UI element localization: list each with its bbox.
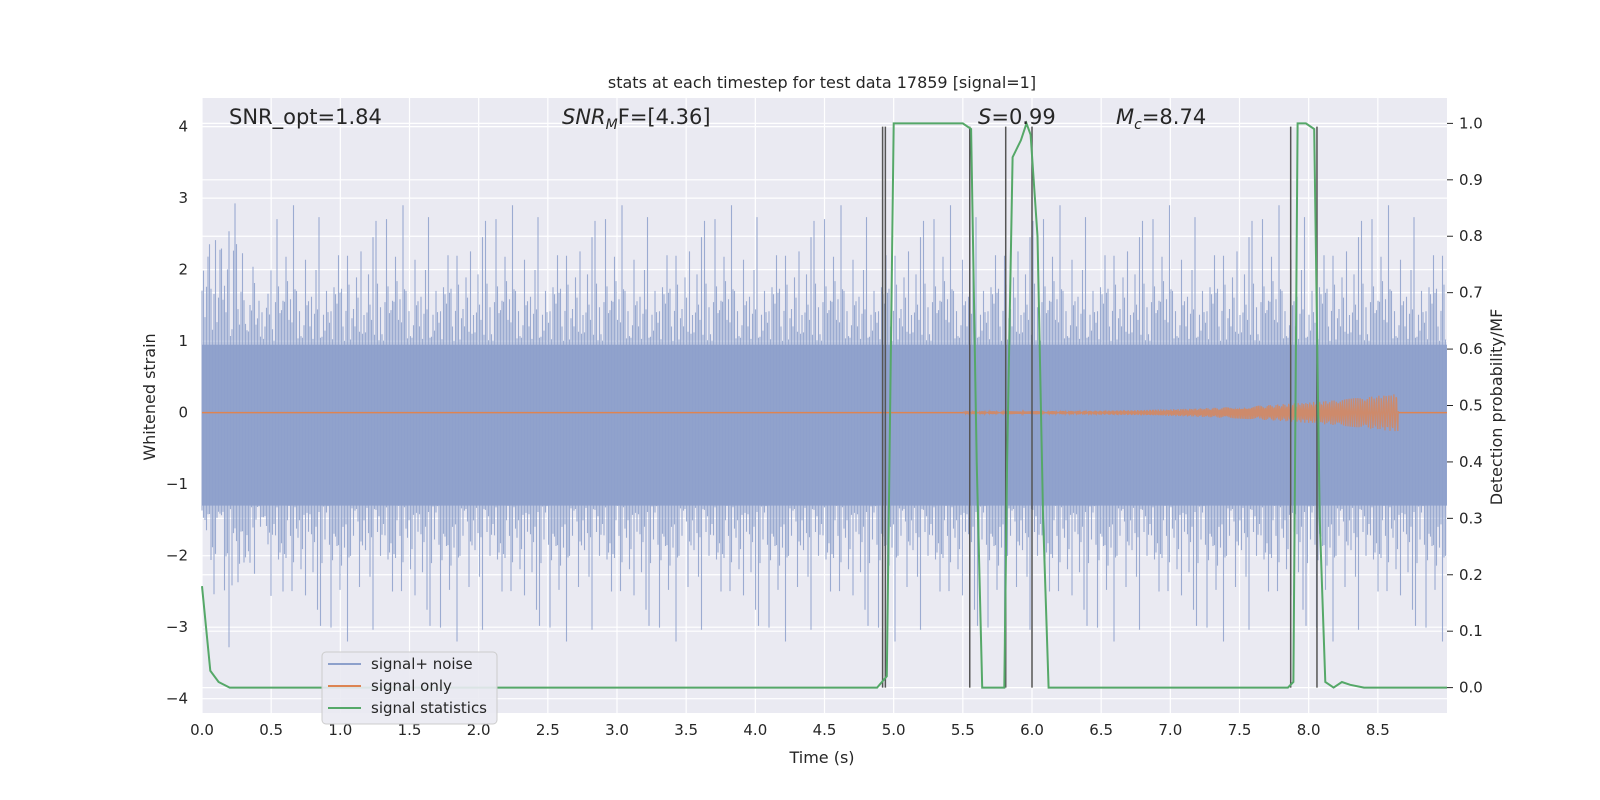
y-right-tick-label: 0.1	[1459, 622, 1483, 640]
x-tick-label: 6.5	[1089, 721, 1113, 739]
y-left-tick-label: 4	[178, 118, 188, 136]
y-right-tick-label: 0.0	[1459, 679, 1483, 697]
y-left-axis-ticks: 4 3 2 1 0 −1 −2 −3 −4	[166, 118, 188, 708]
x-tick-label: 8.0	[1297, 721, 1321, 739]
y-left-tick-label: −2	[166, 547, 188, 565]
series-signal-only	[202, 394, 1447, 432]
legend-label-noise: signal+ noise	[371, 655, 473, 673]
x-tick-label: 2.5	[536, 721, 560, 739]
y-right-axis-ticks: 1.0 0.9 0.8 0.7 0.6 0.5 0.4 0.3 0.2 0.1 0.0	[1447, 114, 1483, 697]
legend-box	[321, 651, 498, 725]
x-tick-label: 3.0	[605, 721, 629, 739]
y-left-tick-label: 3	[178, 189, 188, 207]
x-tick-label: 0.0	[190, 721, 214, 739]
chart-title: stats at each timestep for test data 178…	[608, 73, 1036, 92]
x-tick-label: 4.5	[813, 721, 837, 739]
x-tick-label: 2.0	[467, 721, 491, 739]
x-tick-label: 5.5	[951, 721, 975, 739]
y-right-tick-label: 0.8	[1459, 227, 1483, 245]
x-tick-label: 8.5	[1366, 721, 1390, 739]
y-right-tick-label: 0.5	[1459, 397, 1483, 415]
annotation-mc: Mc=8.74	[1116, 105, 1206, 133]
y-right-tick-label: 0.2	[1459, 566, 1483, 584]
y-left-axis-label: Whitened strain	[140, 333, 159, 460]
x-tick-label: 7.5	[1228, 721, 1252, 739]
annotation-snr-mf: SNRMF=[4.36]	[562, 105, 711, 133]
signal-chirp	[962, 394, 1399, 432]
y-right-tick-label: 0.7	[1459, 284, 1483, 302]
annotation-snr-opt: SNR_opt=1.84	[229, 105, 382, 130]
x-tick-label: 0.5	[259, 721, 283, 739]
x-axis-ticks: 0.0 0.5 1.0 1.5 2.0 2.5 3.0 3.5 4.0 4.5 5.0 5.5 6.0 6…	[190, 721, 1390, 739]
x-tick-label: 7.0	[1158, 721, 1182, 739]
legend: signal+ noise signal only signal statist…	[321, 651, 498, 725]
x-tick-label: 4.0	[743, 721, 767, 739]
y-right-tick-label: 0.4	[1459, 453, 1483, 471]
y-right-axis-label: Detection probability/MF	[1487, 309, 1506, 506]
y-left-tick-label: −4	[166, 690, 188, 708]
y-right-tick-label: 0.6	[1459, 340, 1483, 358]
stats-line	[201, 120, 1447, 689]
y-right-tick-label: 1.0	[1459, 114, 1483, 132]
y-right-tick-label: 0.9	[1459, 171, 1483, 189]
y-left-tick-label: 1	[178, 332, 188, 350]
x-axis-label: Time (s)	[788, 748, 854, 767]
legend-label-stats: signal statistics	[371, 699, 487, 717]
x-tick-label: 3.5	[674, 721, 698, 739]
x-tick-label: 1.0	[328, 721, 352, 739]
series-signal-noise	[201, 203, 1447, 648]
y-right-tick-label: 0.3	[1459, 509, 1483, 527]
x-tick-label: 6.0	[1020, 721, 1044, 739]
y-left-tick-label: −3	[166, 618, 188, 636]
x-tick-label: 1.5	[398, 721, 422, 739]
x-tick-label: 5.0	[882, 721, 906, 739]
series-signal-statistics	[201, 120, 1447, 689]
y-left-tick-label: 2	[178, 261, 188, 279]
legend-label-signal: signal only	[371, 677, 452, 695]
y-left-tick-label: −1	[166, 475, 188, 493]
annotation-s: S=0.99	[978, 105, 1056, 129]
y-left-tick-label: 0	[178, 404, 188, 422]
